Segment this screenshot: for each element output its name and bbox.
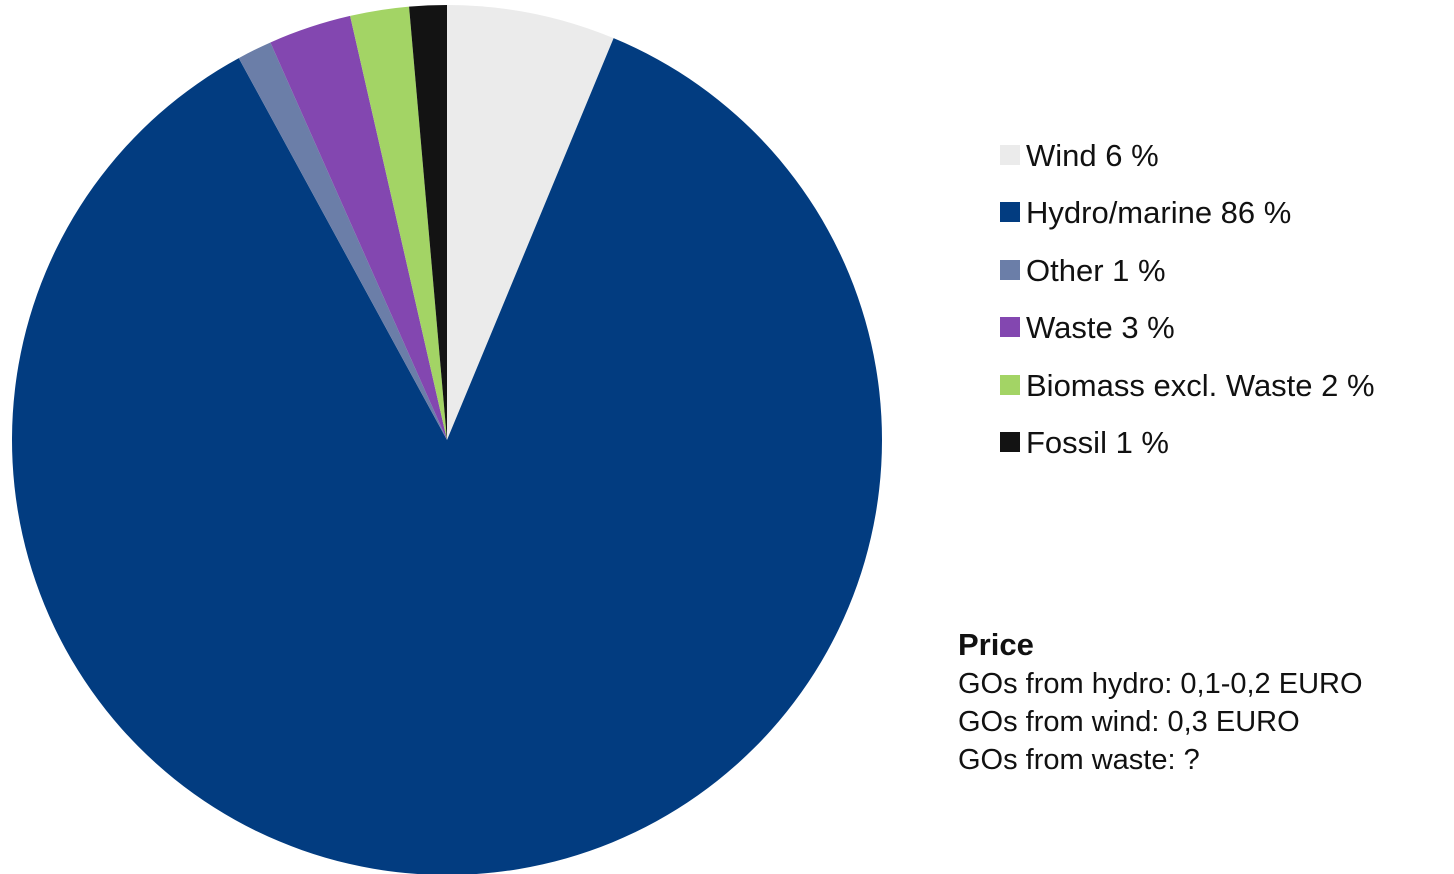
pie-slice-hydro-marine	[12, 38, 882, 874]
price-line-waste: GOs from waste: ?	[958, 744, 1200, 776]
pie-chart	[12, 5, 882, 874]
legend-item-fossil: Fossil 1 %	[1000, 423, 1375, 480]
legend-item-biomass: Biomass excl. Waste 2 %	[1000, 366, 1375, 423]
legend-item-other: Other 1 %	[1000, 251, 1375, 308]
pie-slice-other	[238, 42, 447, 441]
legend-swatch	[1000, 202, 1020, 223]
price-line-hydro: GOs from hydro: 0,1-0,2 EURO	[958, 668, 1363, 700]
legend-item-wind: Wind 6 %	[1000, 136, 1375, 193]
pie-slice-biomass	[350, 6, 447, 440]
legend-label: Wind 6 %	[1026, 138, 1159, 173]
pie-slice-waste	[270, 15, 447, 440]
price-info: Price GOs from hydro: 0,1-0,2 EURO GOs f…	[958, 625, 1454, 779]
legend-swatch	[1000, 145, 1020, 165]
pie-slice-fossil	[409, 5, 447, 440]
price-line-wind: GOs from wind: 0,3 EURO	[958, 706, 1300, 738]
pie-slice-wind	[447, 5, 614, 440]
legend-swatch	[1000, 259, 1020, 280]
chart-legend: Wind 6 % Hydro/marine 86 % Other 1 % Waste …	[1000, 136, 1375, 480]
legend-label: Hydro/marine 86 %	[1026, 195, 1292, 231]
legend-item-waste: Waste 3 %	[1000, 308, 1375, 365]
legend-label: Biomass excl. Waste 2 %	[1026, 367, 1375, 403]
legend-label: Fossil 1 %	[1026, 424, 1169, 460]
legend-swatch	[1000, 431, 1020, 452]
legend-label: Other 1 %	[1026, 252, 1166, 288]
legend-label: Waste 3 %	[1026, 310, 1175, 346]
legend-swatch	[1000, 317, 1020, 338]
legend-item-hydro-marine: Hydro/marine 86 %	[1000, 193, 1375, 250]
legend-swatch	[1000, 374, 1020, 395]
price-title: Price	[958, 627, 1034, 662]
